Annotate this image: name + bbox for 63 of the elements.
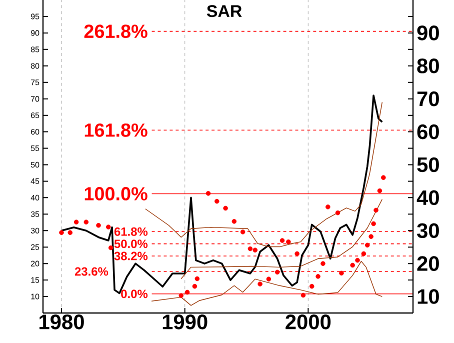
y2-tick-label: 60 — [417, 124, 439, 140]
point — [68, 230, 73, 235]
point — [316, 274, 320, 279]
y2-tick-label: 20 — [417, 256, 439, 271]
annotation: 61.8% — [114, 227, 148, 236]
point — [223, 206, 228, 211]
x-tick-label: 2000 — [286, 314, 331, 330]
point — [368, 234, 374, 239]
point — [84, 220, 89, 224]
point — [96, 222, 101, 228]
point — [381, 175, 386, 180]
point — [106, 224, 111, 230]
annotation: 50.0% — [114, 240, 148, 248]
annotation: 38.2% — [114, 252, 148, 260]
point — [309, 284, 314, 289]
point — [214, 198, 220, 204]
point — [59, 230, 64, 235]
point — [300, 292, 306, 298]
point — [280, 238, 285, 243]
point — [326, 204, 330, 210]
y2-tick-label: 90 — [417, 26, 439, 40]
point — [206, 191, 211, 196]
y2-tick-label: 10 — [418, 289, 439, 304]
point — [74, 220, 79, 224]
annotation: 23.6% — [74, 267, 108, 276]
chart-title: SAR — [206, 5, 242, 18]
y2-tick-label: 30 — [417, 223, 439, 238]
line-series — [180, 198, 383, 280]
y2-tick-label: 40 — [416, 190, 439, 206]
x-tick-label: 1990 — [162, 314, 208, 330]
y2-tick-label: 50 — [417, 157, 439, 172]
annotation: 261.8% — [84, 24, 148, 38]
point — [377, 188, 382, 194]
point — [232, 219, 237, 224]
point — [286, 239, 291, 244]
point — [361, 251, 366, 256]
annotation: 0.0% — [121, 290, 148, 298]
point — [364, 242, 370, 248]
point — [350, 262, 355, 268]
point — [258, 282, 262, 286]
point — [184, 290, 190, 295]
point — [320, 261, 326, 266]
annotation: 100.0% — [84, 187, 148, 200]
point — [274, 270, 280, 275]
point — [339, 270, 344, 276]
point — [335, 210, 340, 216]
point — [266, 276, 272, 282]
point — [194, 276, 200, 282]
point — [178, 293, 184, 298]
point — [294, 251, 300, 256]
line-series — [151, 260, 383, 306]
x-tick-label: 1980 — [40, 314, 84, 330]
point — [374, 208, 378, 213]
point — [240, 230, 246, 234]
point — [248, 246, 253, 252]
point — [355, 258, 360, 263]
point — [192, 284, 198, 289]
y2-tick-label: 80 — [417, 58, 439, 74]
point — [252, 248, 258, 252]
point — [371, 221, 376, 226]
point — [108, 245, 114, 250]
annotation: 161.8% — [84, 123, 148, 137]
y2-tick-label: 70 — [417, 91, 439, 106]
